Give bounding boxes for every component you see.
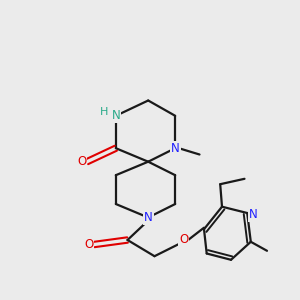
- Text: H: H: [100, 107, 109, 117]
- Text: N: N: [144, 211, 153, 224]
- Text: N: N: [171, 142, 180, 155]
- Text: N: N: [249, 208, 258, 221]
- Text: O: O: [77, 155, 86, 168]
- Text: N: N: [111, 109, 120, 122]
- Text: O: O: [84, 238, 93, 251]
- Text: O: O: [179, 233, 188, 246]
